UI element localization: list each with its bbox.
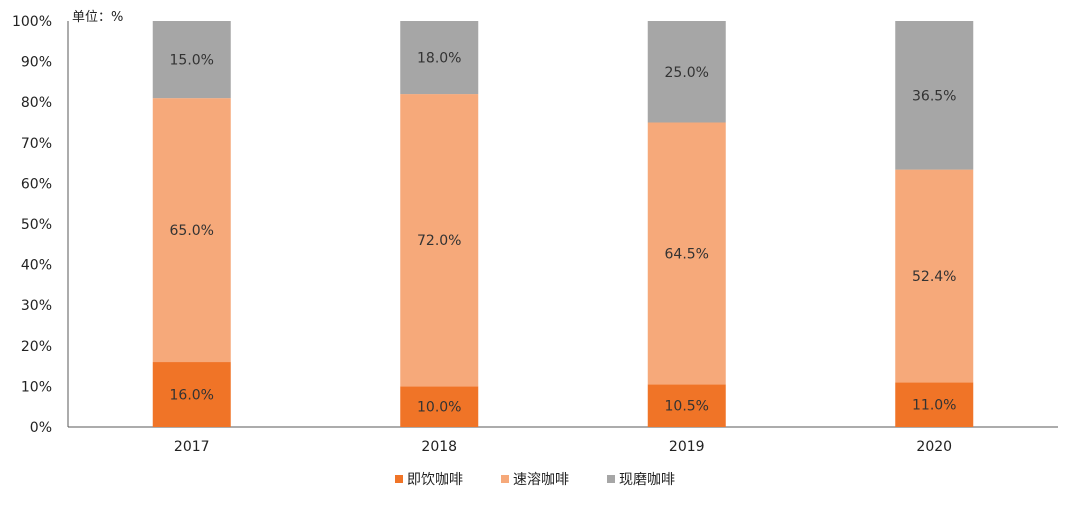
- legend-label: 即饮咖啡: [407, 472, 463, 488]
- bar-segment: [400, 21, 479, 95]
- data-label: 11.0%: [912, 398, 956, 414]
- y-tick-label: 10%: [21, 379, 52, 395]
- bar-segment: [895, 382, 974, 427]
- x-tick-label: 2017: [174, 439, 210, 455]
- x-tick-label: 2020: [916, 439, 952, 455]
- bar-segment: [400, 386, 479, 427]
- legend-label: 现磨咖啡: [619, 472, 675, 488]
- bar-segment: [895, 169, 974, 383]
- data-label: 25.0%: [665, 65, 709, 81]
- legend-swatch: [395, 475, 403, 483]
- data-label: 15.0%: [170, 53, 214, 69]
- data-label: 10.0%: [417, 400, 461, 416]
- bar-segment: [895, 21, 974, 170]
- data-label: 52.4%: [912, 269, 956, 285]
- y-tick-label: 80%: [21, 95, 52, 111]
- y-tick-label: 50%: [21, 217, 52, 233]
- x-tick-label: 2018: [421, 439, 457, 455]
- data-label: 16.0%: [170, 388, 214, 404]
- y-tick-label: 100%: [12, 14, 52, 30]
- data-label: 65.0%: [170, 223, 214, 239]
- bar-segment: [647, 384, 726, 427]
- y-tick-label: 90%: [21, 55, 52, 71]
- data-label: 36.5%: [912, 88, 956, 104]
- unit-label: 单位：%: [72, 10, 123, 25]
- data-label: 72.0%: [417, 233, 461, 249]
- y-tick-label: 0%: [30, 420, 52, 436]
- bar-segment: [400, 94, 479, 387]
- bar-segment: [647, 21, 726, 123]
- y-tick-label: 30%: [21, 298, 52, 314]
- y-tick-label: 40%: [21, 258, 52, 274]
- legend-label: 速溶咖啡: [513, 472, 569, 488]
- y-tick-label: 70%: [21, 136, 52, 152]
- bar-segment: [152, 362, 231, 427]
- data-label: 18.0%: [417, 51, 461, 67]
- bar-segment: [152, 98, 231, 363]
- bar-segment: [647, 122, 726, 385]
- legend-swatch: [501, 475, 509, 483]
- data-label: 10.5%: [665, 399, 709, 415]
- x-tick-label: 2019: [669, 439, 705, 455]
- y-tick-label: 20%: [21, 339, 52, 355]
- legend-swatch: [607, 475, 615, 483]
- bar-segment: [152, 21, 231, 99]
- data-label: 64.5%: [665, 246, 709, 262]
- y-tick-label: 60%: [21, 176, 52, 192]
